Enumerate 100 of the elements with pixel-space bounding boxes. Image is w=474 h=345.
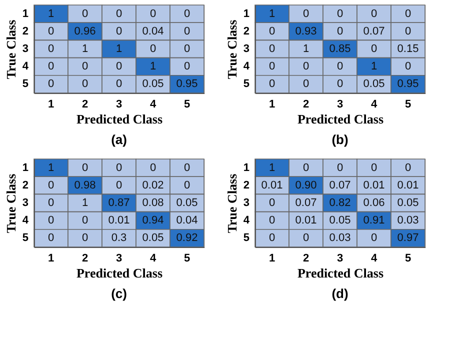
data-label: 0: [82, 78, 88, 90]
y-tick-label: 5: [22, 78, 28, 90]
x-tick-label: 1: [268, 252, 276, 264]
data-label: 0: [268, 25, 276, 38]
data-label: 0.91: [363, 214, 385, 227]
data-label: 0: [302, 78, 310, 90]
x-tick-label: 1: [48, 98, 54, 110]
x-tick-label: 5: [404, 98, 412, 110]
x-tick-label: 1: [48, 252, 54, 264]
data-label: 1: [370, 60, 378, 73]
x-axis-title: Predicted Class: [297, 266, 384, 280]
x-tick-label: 4: [370, 252, 378, 264]
data-label: 0: [150, 43, 156, 55]
y-tick-label: 1: [243, 8, 250, 20]
data-label: 0.95: [397, 78, 419, 90]
data-label: 0.02: [142, 179, 164, 192]
y-tick-label: 5: [22, 232, 28, 244]
data-label: 0: [336, 78, 344, 90]
data-label: 0.03: [397, 214, 419, 227]
x-tick-label: 5: [184, 98, 190, 110]
data-label: 1: [150, 60, 156, 73]
data-label: 0: [336, 60, 344, 73]
x-tick-label: 1: [268, 98, 276, 110]
data-label: 1: [302, 43, 310, 55]
data-label: 0: [370, 43, 378, 55]
x-tick-label: 2: [82, 252, 88, 264]
data-label: 0.05: [329, 214, 351, 227]
data-label: 0: [82, 8, 88, 20]
data-label: 0.04: [142, 25, 164, 38]
data-label: 0: [82, 232, 88, 244]
data-label: 0: [404, 162, 412, 174]
y-tick-label: 4: [22, 60, 30, 73]
data-label: 1: [48, 162, 54, 174]
y-tick-label: 1: [243, 162, 250, 174]
text: (c): [111, 286, 127, 301]
text: (a): [111, 132, 127, 147]
data-label: 0: [116, 8, 122, 20]
data-label: 0: [302, 8, 310, 20]
data-label: 1: [48, 8, 54, 20]
data-label: 0.05: [176, 197, 198, 209]
data-label: 0.96: [74, 25, 96, 38]
data-label: 0: [150, 8, 156, 20]
data-label: 0: [336, 25, 344, 38]
x-tick-label: 2: [302, 252, 310, 264]
data-label: 0: [268, 232, 276, 244]
y-tick-label: 1: [22, 162, 28, 174]
data-label: 0: [184, 25, 190, 38]
y-axis-title: True Class: [224, 174, 240, 234]
data-label: 0: [302, 232, 310, 244]
x-tick-label: 4: [150, 98, 157, 110]
y-axis-title: True Class: [224, 20, 240, 80]
y-tick-label: 4: [22, 214, 30, 227]
x-tick-label: 4: [150, 252, 157, 264]
x-tick-label: 2: [82, 98, 88, 110]
data-label: 0.01: [108, 214, 130, 227]
data-label: 0: [82, 162, 88, 174]
data-label: 0.98: [74, 179, 96, 192]
y-tick-label: 3: [243, 197, 250, 209]
data-label: 0: [184, 162, 190, 174]
data-label: 0: [116, 78, 122, 90]
data-label: 0: [116, 179, 122, 192]
data-label: 0: [268, 214, 276, 227]
data-label: 0: [370, 232, 378, 244]
data-label: 0.93: [295, 25, 317, 38]
data-label: 0.15: [397, 43, 419, 55]
data-label: 1: [82, 197, 88, 209]
y-tick-label: 4: [243, 214, 250, 227]
data-label: 0: [302, 162, 310, 174]
y-tick-label: 2: [22, 25, 28, 38]
data-label: 0: [116, 25, 122, 38]
data-label: 0.06: [363, 197, 385, 209]
data-label: 0.05: [142, 232, 164, 244]
data-label: 0: [48, 25, 54, 38]
data-label: 0.05: [397, 197, 419, 209]
data-label: 0: [184, 179, 190, 192]
data-label: 0.05: [363, 78, 385, 90]
data-label: 0: [48, 43, 54, 55]
data-label: 1: [268, 8, 276, 20]
data-label: 0: [48, 179, 54, 192]
y-axis-title: True Class: [3, 174, 18, 234]
data-label: 0.07: [329, 179, 351, 192]
data-label: 0.95: [176, 78, 198, 90]
data-label: 1: [268, 162, 276, 174]
y-tick-label: 2: [243, 25, 250, 38]
data-label: 0.01: [363, 179, 385, 192]
data-label: 0.3: [111, 232, 127, 244]
x-tick-label: 2: [302, 98, 310, 110]
data-label: 0: [48, 214, 54, 227]
y-tick-label: 5: [243, 232, 250, 244]
y-tick-label: 5: [243, 78, 250, 90]
data-label: 0: [370, 8, 378, 20]
data-label: 0: [48, 60, 54, 73]
x-axis-title: Predicted Class: [76, 112, 163, 126]
y-tick-label: 2: [243, 179, 250, 192]
x-tick-label: 3: [116, 252, 122, 264]
data-label: 0: [116, 162, 122, 174]
data-label: 0.04: [176, 214, 198, 227]
data-label: 0: [116, 60, 122, 73]
y-tick-label: 3: [22, 43, 28, 55]
y-tick-label: 3: [22, 197, 28, 209]
